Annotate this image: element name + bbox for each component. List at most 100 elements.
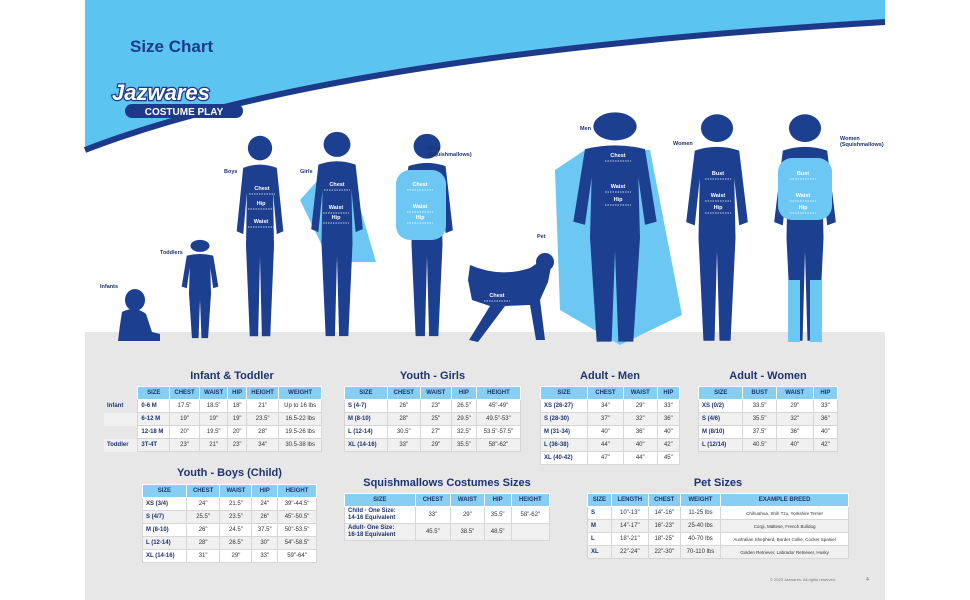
table-cell: 36"	[656, 412, 681, 426]
column-header: SIZE	[697, 386, 744, 400]
group-label	[104, 426, 138, 439]
column-header: HIP	[483, 493, 512, 507]
silhouettes	[118, 112, 836, 345]
table-row: L (12-14) 28" 26.5" 30" 54"-58.5"	[142, 536, 317, 550]
measure-label: Hip	[614, 197, 624, 203]
table-row: XS (26-27) 34" 29" 33"	[539, 399, 681, 413]
table-cell: 37.5"	[742, 425, 777, 439]
table-cell: Up to 16 lbs	[278, 399, 322, 413]
table-title: Youth - Girls	[399, 370, 466, 382]
table-cell: 40"	[622, 438, 658, 452]
table-cell: 29"	[450, 506, 485, 524]
table-cell: 58"-62"	[510, 506, 551, 524]
table-cell: 0-6 M	[137, 399, 171, 413]
table-cell: 40-70 lbs	[679, 532, 722, 546]
table-cell: 28"	[185, 536, 221, 550]
measure-label: Hip	[714, 205, 724, 211]
figure-label: Girls	[300, 169, 313, 175]
column-header: WAIST	[419, 386, 452, 400]
table-title: Adult - Women	[729, 370, 807, 382]
table-cell: 29"	[622, 399, 658, 413]
table-cell: 45"-49"	[475, 399, 522, 413]
table-cell: 36"	[775, 425, 814, 439]
header-row: SIZE CHEST WAIST HIP HEIGHT WEIGHT	[104, 386, 322, 400]
column-header: SIZE	[137, 386, 171, 400]
table-cell: 49.5"-53"	[475, 412, 522, 426]
girl-squish-costume	[396, 170, 446, 240]
table-cell: 28"	[386, 412, 421, 426]
size-table: SIZE CHEST WAIST HIP XS (26-27) 34" 29" 33" S (2…	[539, 386, 681, 465]
dog-head	[536, 253, 554, 271]
table-row: L (12/14) 40.5" 40" 42"	[697, 438, 839, 452]
table-cell: M (31-34)	[539, 425, 589, 439]
group-label: Infant	[107, 402, 124, 409]
size-table: SIZE CHEST WAIST HIP HEIGHT Child - One Size:…	[344, 493, 551, 541]
measure-label: Hip	[416, 215, 426, 221]
header-row: SIZE CHEST WAIST HIP	[539, 386, 681, 400]
table-row: XL (40-42) 47" 44" 45"	[539, 451, 681, 465]
table-cell: S (28-30)	[539, 412, 589, 426]
table-cell: 18"-25"	[647, 532, 681, 546]
table-title: Infant & Toddler	[190, 370, 274, 382]
table-cell: M (8-10)	[344, 412, 388, 426]
table-cell: 17.5"	[169, 399, 200, 413]
measure-label: Chest	[412, 182, 427, 188]
table-row: XS (0/2) 33.5" 29" 33"	[697, 399, 839, 413]
table-cell: 24.5"	[219, 523, 253, 537]
figure-label: Toddlers	[160, 250, 183, 256]
table-row: Infant 0-6 M 17.5" 18.5" 18" 21" Up to 16 lbs	[104, 399, 322, 413]
column-header: CHEST	[647, 493, 681, 507]
page-title: Size Chart	[130, 37, 213, 56]
table-cell: 18"-21"	[610, 532, 649, 546]
table-row: Toddler 3T-4T 23" 21" 23" 34" 30.5-38 lbs	[104, 438, 322, 452]
table-cell: Australian Shepherd, Border Collie, Cock…	[720, 532, 849, 546]
table-cell: 20"	[169, 425, 200, 439]
column-header: LENGTH	[610, 493, 649, 507]
table-cell: 26"	[185, 523, 221, 537]
table-row: XS (3/4) 24" 21.5" 24" 39"-44.5"	[142, 497, 317, 511]
table-cell: 14"-17"	[610, 519, 649, 533]
column-header: CHEST	[587, 386, 624, 400]
table-cell: 50"-53.5"	[277, 523, 317, 537]
table-cell: 30.5"	[386, 425, 421, 439]
table-cell: L (12-14)	[142, 536, 187, 550]
table-cell: 27"	[419, 425, 452, 439]
infant-head	[125, 289, 145, 311]
table-cell: 11-25 lbs	[679, 506, 722, 520]
table-row: M (8-10) 28" 25" 29.5" 49.5"-53"	[344, 412, 522, 426]
table-row: XL 22"-24" 22"-30" 70-110 lbs Golden Retriev…	[587, 545, 849, 559]
column-header: HIP	[656, 386, 681, 400]
table-row: Child - One Size: 14-16 Equivalent 33" 29"…	[344, 506, 551, 524]
column-header: WEIGHT	[679, 493, 722, 507]
table-cell: L (36-38)	[539, 438, 589, 452]
table-cell: 10"-13"	[610, 506, 649, 520]
table-cell: 28"	[245, 425, 280, 439]
figure-label: Infants	[100, 284, 118, 290]
column-header: HIP	[450, 386, 477, 400]
table-cell: 23"	[227, 438, 247, 452]
table-cell: 3T-4T	[137, 438, 171, 452]
table-row: M (8-10) 26" 24.5" 37.5" 50"-53.5"	[142, 523, 317, 537]
table-cell: Child - One Size: 14-16 Equivalent	[344, 506, 416, 524]
table-cell: XS (0/2)	[697, 399, 744, 413]
group-label: Toddler	[104, 438, 138, 452]
table-cell: 30.5-38 lbs	[278, 438, 322, 452]
column-header: WAIST	[219, 484, 253, 498]
table-cell: 21.5"	[219, 497, 253, 511]
table-row: S (4/7) 25.5" 23.5" 26" 45"-50.5"	[142, 510, 317, 524]
table-cell: M	[587, 519, 612, 533]
column-header: WAIST	[775, 386, 814, 400]
table-cell: 40"	[812, 425, 839, 439]
logo-brand: Jazwares	[112, 80, 210, 105]
table-cell: 32"	[622, 412, 658, 426]
column-header: HIP	[812, 386, 839, 400]
table-cell: 22"-30"	[647, 545, 681, 559]
table-cell: 44"	[587, 438, 624, 452]
figure-label: Men	[580, 126, 592, 132]
table-cell: 19.5-26 lbs	[278, 425, 322, 439]
measure-label: Waist	[796, 193, 811, 199]
size-table: SIZE CHEST WAIST HIP HEIGHT XS (3/4) 24" 21.5" 2…	[142, 484, 317, 563]
measure-label: Bust	[797, 171, 809, 177]
column-header: WAIST	[450, 493, 485, 507]
measure-label: Chest	[254, 186, 269, 192]
